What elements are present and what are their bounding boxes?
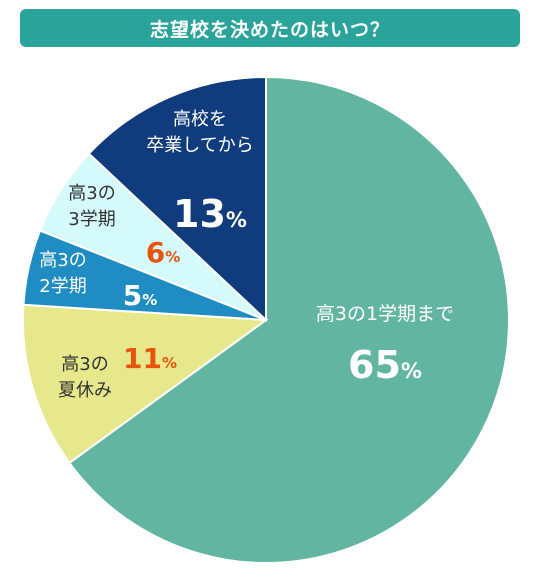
slice-label: 高3の夏休み bbox=[58, 354, 112, 401]
slice-value-label: 13% bbox=[173, 192, 247, 236]
slice-value-label: 65% bbox=[348, 343, 422, 387]
slice-value-label: 6% bbox=[146, 236, 181, 269]
pie-slice bbox=[87, 75, 267, 323]
slice-value-label: 11% bbox=[123, 342, 177, 375]
slice-label: 高3の 3学期 bbox=[68, 183, 115, 230]
pie-slice bbox=[22, 303, 269, 465]
chart-title: 志望校を決めたのはいつ？ bbox=[149, 18, 390, 41]
slice-label: 高校を卒業してから bbox=[146, 109, 253, 156]
chart-title-bar: 志望校を決めたのはいつ？ bbox=[20, 9, 520, 47]
pie-slice bbox=[68, 75, 510, 564]
slice-label: 高3の1学期まで bbox=[316, 303, 454, 325]
slice-value-label: 5% bbox=[123, 279, 158, 312]
slice-label: 高3の 2学期 bbox=[39, 250, 86, 297]
